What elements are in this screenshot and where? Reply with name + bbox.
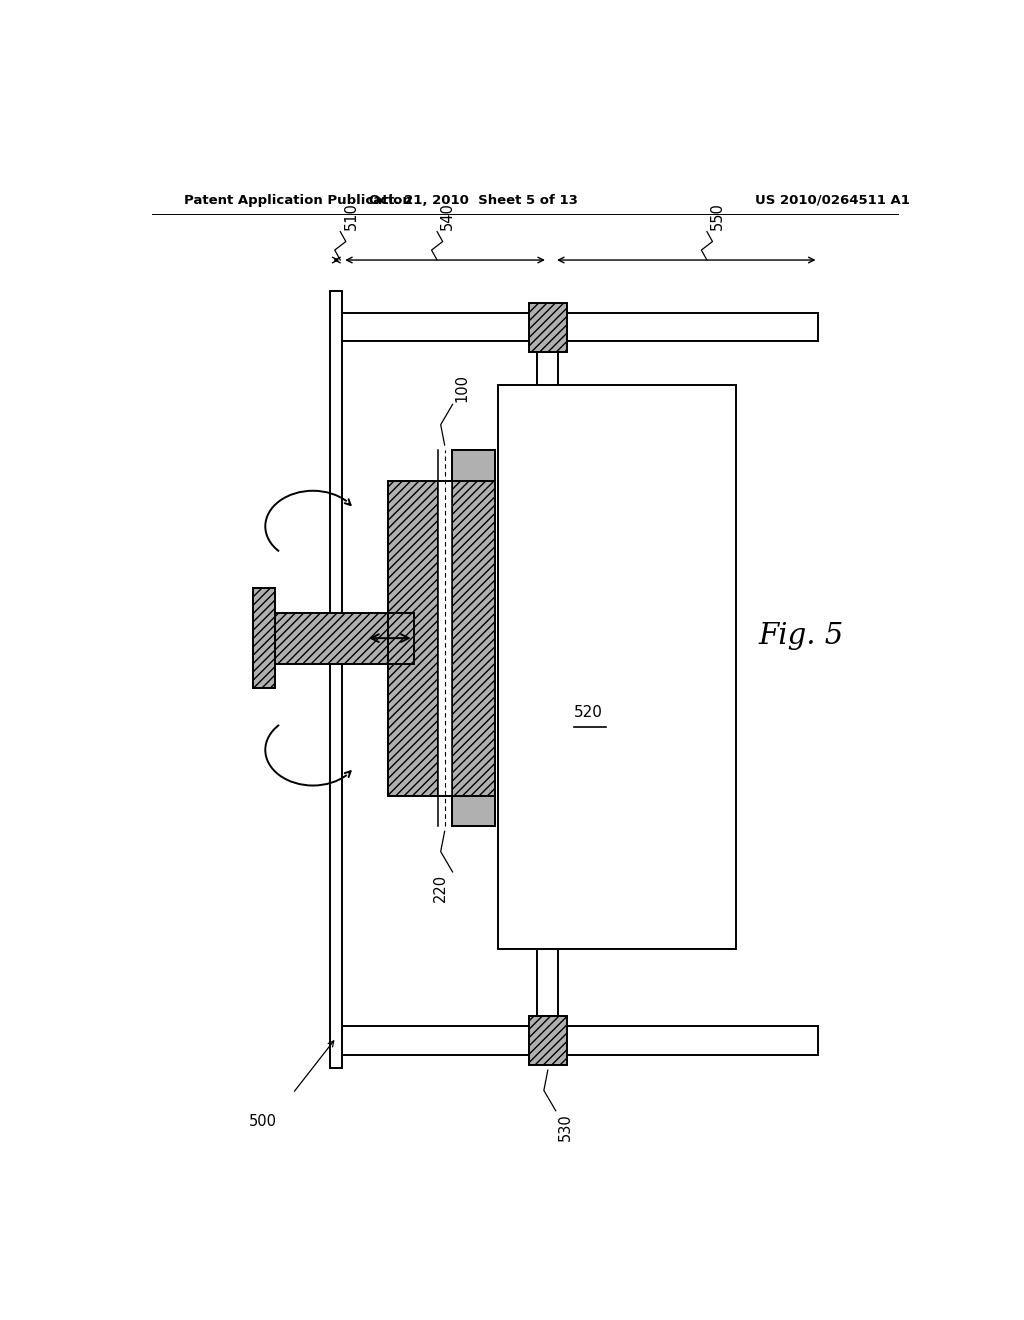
Text: 540: 540 xyxy=(440,202,456,230)
Text: 530: 530 xyxy=(557,1113,572,1140)
Bar xyxy=(528,302,567,351)
Bar xyxy=(388,480,437,796)
Text: 550: 550 xyxy=(710,202,725,230)
Text: 510: 510 xyxy=(343,202,358,230)
Bar xyxy=(388,450,496,480)
Text: 100: 100 xyxy=(455,375,469,403)
Bar xyxy=(331,290,342,1068)
Text: US 2010/0264511 A1: US 2010/0264511 A1 xyxy=(755,194,909,207)
Bar xyxy=(341,313,818,342)
Bar xyxy=(452,796,496,826)
Text: 220: 220 xyxy=(433,874,447,902)
Text: Oct. 21, 2010  Sheet 5 of 13: Oct. 21, 2010 Sheet 5 of 13 xyxy=(369,194,578,207)
Bar xyxy=(437,450,452,826)
Text: 500: 500 xyxy=(249,1114,276,1129)
Text: Fig. 5: Fig. 5 xyxy=(759,622,844,651)
Bar xyxy=(341,1027,818,1055)
Text: 520: 520 xyxy=(573,705,603,719)
Bar xyxy=(452,450,496,480)
Bar xyxy=(498,385,736,949)
Bar xyxy=(528,1016,567,1065)
Text: Patent Application Publication: Patent Application Publication xyxy=(183,194,412,207)
Bar xyxy=(274,612,414,664)
Bar xyxy=(452,450,496,826)
Bar xyxy=(538,351,558,1016)
Bar xyxy=(253,589,274,688)
